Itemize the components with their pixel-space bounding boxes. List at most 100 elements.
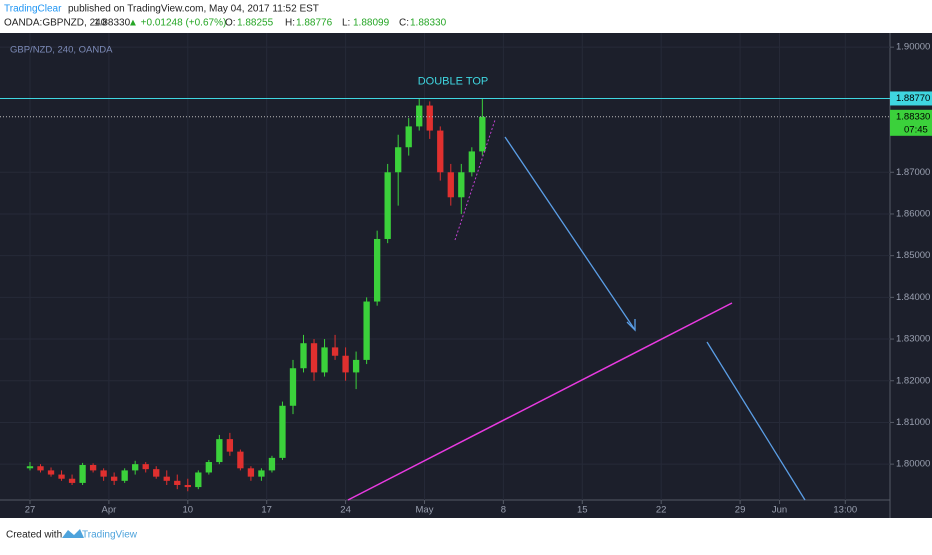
resistance-tag xyxy=(890,91,932,106)
publisher[interactable]: TradingClear xyxy=(4,4,62,15)
ohlc: O: 1.88255 H: 1.88776 L: 1.88099 C: 1.88330 xyxy=(225,18,447,29)
ohlc-label: H: xyxy=(285,18,295,29)
change: ▲ +0.01248 (+0.67%) xyxy=(128,18,226,29)
y-tick-label: 1.81000 xyxy=(896,417,930,428)
candle-body xyxy=(226,439,234,452)
candle-body xyxy=(100,470,107,477)
candle-body xyxy=(237,451,244,469)
candle-body xyxy=(468,151,475,173)
x-tick-label: 29 xyxy=(735,505,746,516)
candle-body xyxy=(447,172,454,198)
candle-body xyxy=(58,474,65,479)
symbol: OANDA:GBPNZD, 240 xyxy=(4,18,107,29)
candle-body xyxy=(416,105,423,127)
candle-body xyxy=(395,147,402,173)
candle-body xyxy=(437,130,444,173)
x-tick-label: May xyxy=(416,505,434,516)
y-tick-label: 1.86000 xyxy=(896,208,930,219)
candle-body xyxy=(352,359,360,373)
countdown: 07:45 xyxy=(904,124,928,135)
footer-brand[interactable]: TradingView xyxy=(82,530,138,541)
candle-body xyxy=(300,343,307,369)
y-tick-label: 1.85000 xyxy=(896,250,930,261)
ohlc-label: L: xyxy=(342,18,350,29)
last: 1.88330 xyxy=(94,18,131,29)
trend-line xyxy=(347,302,733,501)
candle-body xyxy=(153,469,160,477)
last-price-label: 1.88330 xyxy=(896,111,930,122)
candle-body xyxy=(89,464,97,471)
chart-title: GBP/NZD, 240, OANDA xyxy=(10,45,113,56)
candle-body xyxy=(79,464,86,483)
x-tick-label: 17 xyxy=(261,505,272,516)
candle-body xyxy=(458,172,465,198)
published: published on TradingView.com, May 04, 20… xyxy=(68,4,319,15)
x-tick-label: Apr xyxy=(101,505,116,516)
x-tick-label: 27 xyxy=(25,505,36,516)
ohlc-value: 1.88099 xyxy=(353,18,390,29)
ohlc-value: 1.88776 xyxy=(296,18,333,29)
ohlc-value: 1.88330 xyxy=(410,18,447,29)
candle-body xyxy=(342,355,349,373)
candle-body xyxy=(121,470,128,481)
y-tick-label: 1.84000 xyxy=(896,292,930,303)
x-tick-label: 8 xyxy=(501,505,506,516)
x-tick-label: 15 xyxy=(577,505,588,516)
candle-body xyxy=(68,478,76,483)
candle-body xyxy=(184,484,191,488)
candle-body xyxy=(384,172,391,239)
candle-body xyxy=(247,468,255,477)
header-bg xyxy=(0,0,932,33)
wedge-line xyxy=(454,119,496,241)
candle-body xyxy=(163,476,170,481)
candle-body xyxy=(373,238,381,302)
ohlc-value: 1.88255 xyxy=(237,18,274,29)
grid xyxy=(0,33,894,504)
candles xyxy=(26,98,486,492)
y-tick-label: 1.87000 xyxy=(896,167,930,178)
candle-body xyxy=(132,464,139,471)
candle-body xyxy=(47,470,55,475)
chart-bg xyxy=(0,33,932,518)
resistance-label: 1.88770 xyxy=(896,93,930,104)
candle-body xyxy=(426,105,433,131)
y-tick-label: 1.90000 xyxy=(896,42,930,53)
logo xyxy=(62,529,84,538)
candle-body xyxy=(479,116,486,152)
y-tick-label: 1.83000 xyxy=(896,334,930,345)
last-price-tag xyxy=(890,109,932,136)
x-tick-label: 22 xyxy=(656,505,667,516)
x-tick-label: 10 xyxy=(182,505,193,516)
candle-body xyxy=(289,368,297,406)
candle-body xyxy=(110,476,118,481)
arrow xyxy=(504,136,636,332)
ohlc-label: C: xyxy=(399,18,409,29)
candle-body xyxy=(195,472,202,488)
candle-body xyxy=(26,466,34,469)
candle-body xyxy=(268,457,276,471)
annotation: DOUBLE TOP xyxy=(418,75,489,87)
candle-body xyxy=(216,439,223,463)
x-tick-label: 24 xyxy=(340,505,351,516)
candle-body xyxy=(205,462,212,473)
candle-body xyxy=(321,347,328,373)
candle-body xyxy=(258,470,265,477)
ohlc-label: O: xyxy=(225,18,236,29)
candle-body xyxy=(37,466,44,471)
candle-body xyxy=(142,464,149,470)
x-tick-label: Jun xyxy=(772,505,787,516)
candle-body xyxy=(310,343,318,373)
x-tick-label: 13:00 xyxy=(833,505,857,516)
candle-body xyxy=(363,301,370,360)
footer-bg xyxy=(0,518,932,550)
candle-body xyxy=(331,347,339,356)
candle-body xyxy=(174,480,181,485)
y-tick-label: 1.80000 xyxy=(896,459,930,470)
candle-body xyxy=(279,405,286,458)
arrow xyxy=(706,341,806,501)
candle-body xyxy=(405,126,412,148)
footer-created: Created with xyxy=(6,530,62,541)
y-tick-label: 1.82000 xyxy=(896,375,930,386)
